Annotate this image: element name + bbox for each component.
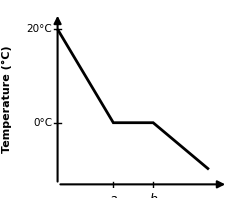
Text: 20°C: 20°C [26, 24, 52, 34]
Text: 0°C: 0°C [33, 118, 52, 128]
Text: a: a [109, 193, 117, 198]
Text: b: b [149, 193, 157, 198]
Text: Temperature (°C): Temperature (°C) [2, 46, 12, 153]
